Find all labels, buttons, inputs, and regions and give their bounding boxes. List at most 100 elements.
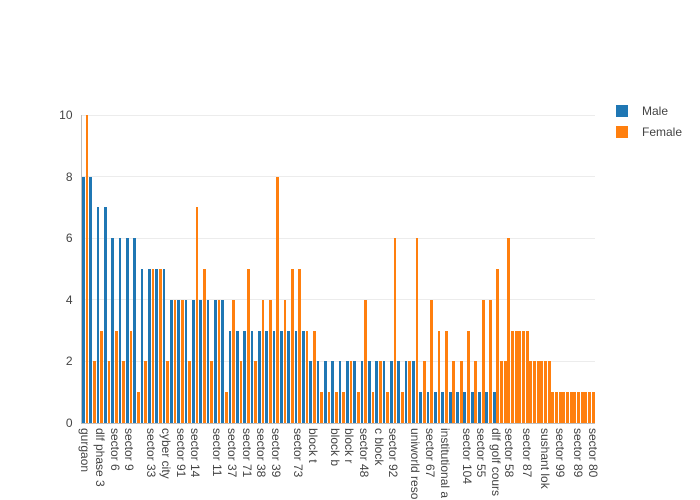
- male-bar-sector-14[interactable]: [191, 299, 195, 423]
- female-bar[interactable]: [474, 361, 478, 423]
- male-bar[interactable]: [280, 330, 283, 423]
- legend-item-male[interactable]: Male: [616, 105, 682, 117]
- male-bar[interactable]: [397, 361, 401, 423]
- male-bar[interactable]: [250, 330, 254, 423]
- female-bar[interactable]: [173, 299, 177, 423]
- male-bar-sector-55[interactable]: [478, 392, 481, 423]
- female-bar-block-b[interactable]: [335, 392, 338, 423]
- female-bar[interactable]: [408, 361, 412, 423]
- female-bar-sector-55[interactable]: [481, 299, 485, 423]
- female-bar[interactable]: [188, 361, 192, 423]
- female-bar[interactable]: [459, 361, 463, 423]
- female-bar-sector-99[interactable]: [558, 392, 562, 423]
- male-bar[interactable]: [353, 361, 357, 423]
- female-bar[interactable]: [555, 392, 558, 423]
- female-bar-sector-92[interactable]: [393, 238, 397, 423]
- female-bar[interactable]: [254, 361, 258, 423]
- female-bar-sector-39[interactable]: [276, 176, 280, 423]
- female-bar-sector-48[interactable]: [364, 299, 368, 423]
- female-bar-block-t[interactable]: [313, 330, 316, 423]
- female-bar[interactable]: [518, 330, 522, 423]
- male-bar[interactable]: [236, 330, 239, 423]
- male-bar-sector-73[interactable]: [294, 330, 298, 423]
- female-bar-gurgaon[interactable]: [85, 115, 89, 423]
- female-bar[interactable]: [514, 330, 518, 423]
- male-bar-sector-39[interactable]: [272, 330, 276, 423]
- female-bar[interactable]: [580, 392, 584, 423]
- female-bar-uniworld-reso[interactable]: [415, 238, 419, 423]
- female-bar[interactable]: [562, 392, 566, 423]
- male-bar[interactable]: [89, 176, 93, 423]
- female-bar[interactable]: [547, 361, 551, 423]
- male-bar[interactable]: [155, 269, 159, 423]
- male-bar-block-b[interactable]: [331, 361, 335, 423]
- male-bar[interactable]: [206, 299, 210, 423]
- female-bar[interactable]: [536, 361, 540, 423]
- male-bar[interactable]: [316, 361, 320, 423]
- female-bar-sector-38[interactable]: [261, 299, 265, 423]
- male-bar-sector-91[interactable]: [177, 299, 181, 423]
- male-bar[interactable]: [265, 330, 269, 423]
- female-bar[interactable]: [210, 361, 214, 423]
- female-bar[interactable]: [327, 392, 331, 423]
- male-bar[interactable]: [140, 269, 144, 423]
- male-bar[interactable]: [169, 299, 173, 423]
- female-bar[interactable]: [588, 392, 591, 423]
- female-bar[interactable]: [529, 361, 533, 423]
- male-bar-block-t[interactable]: [309, 361, 313, 423]
- male-bar[interactable]: [448, 392, 452, 423]
- male-bar-gurgaon[interactable]: [81, 176, 85, 423]
- female-bar-sector-91[interactable]: [180, 299, 184, 423]
- female-bar[interactable]: [540, 361, 544, 423]
- female-bar[interactable]: [566, 392, 569, 423]
- male-bar[interactable]: [382, 361, 386, 423]
- female-bar-sector-6[interactable]: [114, 330, 118, 423]
- female-bar-dlf-golf-cours[interactable]: [496, 269, 500, 423]
- male-bar[interactable]: [404, 361, 408, 423]
- male-bar[interactable]: [302, 330, 305, 423]
- female-bar[interactable]: [291, 269, 294, 423]
- female-bar[interactable]: [371, 392, 375, 423]
- male-bar-sector-48[interactable]: [360, 361, 364, 423]
- male-bar[interactable]: [184, 299, 188, 423]
- legend-item-female[interactable]: Female: [616, 126, 682, 138]
- male-bar-sector-37[interactable]: [228, 330, 232, 423]
- male-bar-sector-104[interactable]: [463, 392, 467, 423]
- female-bar-sector-58[interactable]: [507, 238, 511, 423]
- female-bar[interactable]: [202, 269, 206, 423]
- female-bar[interactable]: [283, 299, 287, 423]
- female-bar[interactable]: [122, 361, 126, 423]
- female-bar[interactable]: [551, 392, 555, 423]
- male-bar[interactable]: [221, 299, 225, 423]
- female-bar[interactable]: [342, 392, 346, 423]
- male-bar[interactable]: [199, 299, 203, 423]
- male-bar-sector-71[interactable]: [243, 330, 247, 423]
- female-bar-sector-11[interactable]: [217, 299, 221, 423]
- female-bar[interactable]: [320, 392, 324, 423]
- female-bar-sector-37[interactable]: [232, 299, 236, 423]
- female-bar-sector-9[interactable]: [129, 330, 133, 423]
- male-bar-sector-38[interactable]: [258, 330, 261, 423]
- female-bar-dlf-phase-3[interactable]: [100, 330, 104, 423]
- female-bar-cyber-city[interactable]: [166, 361, 170, 423]
- female-bar[interactable]: [452, 361, 456, 423]
- male-bar[interactable]: [287, 330, 291, 423]
- female-bar-sector-73[interactable]: [298, 269, 302, 423]
- male-bar[interactable]: [456, 392, 459, 423]
- male-bar-sector-33[interactable]: [147, 269, 151, 423]
- male-bar[interactable]: [419, 392, 423, 423]
- female-bar-sushant-lok[interactable]: [544, 361, 547, 423]
- male-bar-sector-9[interactable]: [125, 238, 129, 423]
- male-bar[interactable]: [324, 361, 327, 423]
- male-bar-sector-6[interactable]: [111, 238, 115, 423]
- female-bar[interactable]: [511, 330, 514, 423]
- male-bar-uniworld-reso[interactable]: [412, 361, 415, 423]
- female-bar[interactable]: [401, 392, 404, 423]
- male-bar-c-block[interactable]: [375, 361, 379, 423]
- male-bar[interactable]: [485, 392, 489, 423]
- female-bar-block-r[interactable]: [349, 361, 353, 423]
- female-bar-sector-67[interactable]: [430, 299, 434, 423]
- male-bar-sector-92[interactable]: [390, 361, 393, 423]
- male-bar-dlf-golf-cours[interactable]: [492, 392, 496, 423]
- female-bar-sector-89[interactable]: [577, 392, 580, 423]
